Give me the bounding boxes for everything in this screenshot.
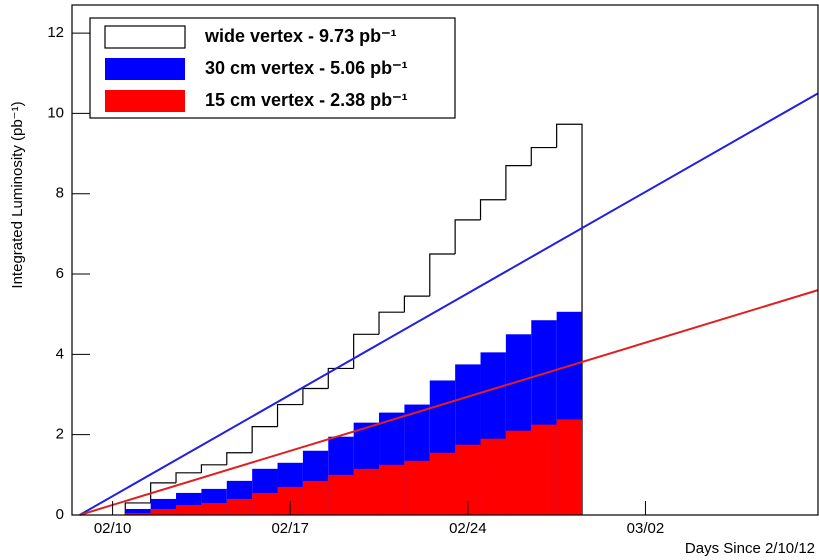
- histogram-bar: [251, 426, 278, 453]
- y-tick-label: 0: [56, 506, 64, 523]
- legend-label: 15 cm vertex - 2.38 pb⁻¹: [205, 90, 408, 110]
- fit-line: [79, 92, 819, 516]
- histogram-bar: [302, 480, 329, 515]
- histogram-bar: [480, 438, 506, 515]
- histogram-bar: [276, 403, 303, 427]
- histogram-bar: [403, 295, 430, 313]
- y-tick-label: 12: [47, 24, 64, 41]
- legend-swatch: [105, 90, 185, 112]
- x-tick-label: 02/10: [94, 520, 132, 537]
- histogram-bar: [226, 452, 253, 465]
- histogram-bar: [226, 498, 253, 515]
- y-tick-label: 8: [56, 185, 64, 202]
- legend-swatch: [104, 25, 186, 49]
- histogram-bar: [379, 464, 405, 515]
- histogram-bar: [556, 419, 583, 515]
- histogram-bar: [200, 464, 227, 473]
- histogram-bar: [404, 460, 430, 515]
- y-tick-label: 10: [47, 104, 64, 121]
- histogram-bar: [353, 333, 380, 369]
- histogram-bar: [353, 468, 380, 515]
- y-tick-label: 4: [56, 345, 64, 362]
- x-tick-label: 02/24: [449, 520, 487, 537]
- histogram-bar: [125, 512, 151, 515]
- x-tick-label: 02/17: [271, 520, 309, 537]
- histogram-bar: [252, 492, 278, 515]
- histogram-bar: [378, 311, 405, 335]
- histogram-bar: [531, 424, 557, 515]
- histogram-bar: [327, 367, 354, 389]
- fit-line: [79, 289, 819, 516]
- legend-swatch: [105, 58, 185, 80]
- legend-label: wide vertex - 9.73 pb⁻¹: [204, 26, 397, 46]
- x-axis-label: Days Since 2/10/12: [685, 540, 815, 557]
- histogram-bar: [429, 253, 456, 297]
- histogram-bar: [505, 430, 532, 515]
- histogram-bar: [201, 502, 227, 515]
- y-tick-label: 2: [56, 426, 64, 443]
- histogram-bar: [454, 219, 481, 254]
- histogram-bar: [429, 452, 456, 515]
- histogram-bar: [125, 508, 151, 515]
- legend-label: 30 cm vertex - 5.06 pb⁻¹: [205, 58, 408, 78]
- histogram-bar: [505, 165, 532, 200]
- y-tick-label: 6: [56, 265, 64, 282]
- histogram-bar: [175, 472, 202, 483]
- x-tick-label: 03/02: [627, 520, 665, 537]
- frame: [71, 4, 819, 516]
- histogram-bar: [479, 199, 506, 220]
- y-axis-label: Integrated Luminosity (pb⁻¹): [9, 101, 26, 288]
- histogram-bar: [530, 146, 557, 166]
- plot-area: [79, 92, 819, 516]
- histogram-bar: [150, 482, 177, 503]
- histogram-bar: [328, 474, 354, 515]
- histogram-bar: [150, 508, 177, 515]
- histogram-bar: [176, 504, 202, 515]
